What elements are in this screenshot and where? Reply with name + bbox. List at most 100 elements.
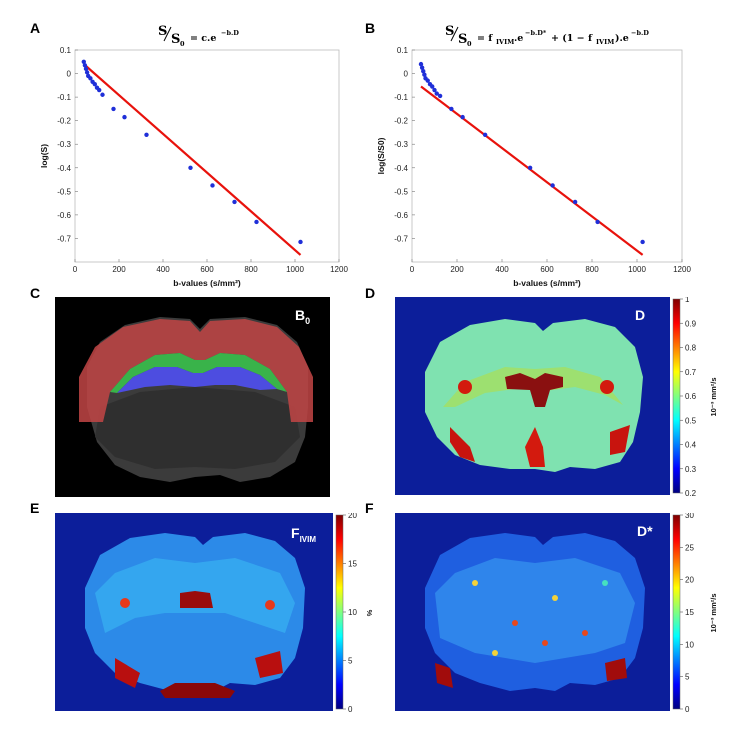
data-point [550, 183, 555, 188]
x-tick-label: 600 [540, 265, 554, 274]
panel-label-e: E [30, 500, 40, 516]
x-tick-label: 800 [244, 265, 258, 274]
y-tick-label: 0.1 [397, 46, 409, 55]
colorbar-tick-label: 25 [685, 543, 694, 552]
y-tick-label: -0.3 [394, 140, 408, 149]
svg-text:IVIM: IVIM [596, 38, 614, 46]
x-axis-label: b-values (s/mm²) [173, 278, 241, 288]
colorbar-tick-label: 0.3 [685, 465, 697, 474]
data-point [122, 114, 127, 120]
colorbar-tick-label: 10 [685, 640, 694, 649]
svg-text:−b.D: −b.D [631, 29, 649, 37]
y-tick-label: 0 [67, 70, 72, 79]
b0-overlay-label: B0 [295, 307, 311, 326]
svg-text:IVIM: IVIM [496, 38, 514, 46]
svg-text:= c.e: = c.e [190, 33, 216, 44]
fivim-map: FIVIM [55, 513, 333, 711]
svg-text:= f: = f [477, 33, 493, 44]
y-tick-label: -0.5 [394, 187, 408, 196]
d-map: D [395, 297, 670, 495]
panel-label-a: A [30, 20, 41, 36]
x-tick-label: 1000 [286, 265, 304, 274]
x-tick-label: 200 [112, 265, 126, 274]
y-tick-label: -0.7 [57, 234, 71, 243]
x-tick-label: 200 [450, 265, 464, 274]
data-point [419, 65, 425, 70]
panel-label-d: D [365, 285, 376, 301]
data-point [434, 91, 439, 96]
data-point [595, 219, 600, 225]
dstar-map: D* [395, 513, 670, 711]
data-point [437, 93, 443, 99]
svg-text:.e: .e [514, 33, 523, 44]
colorbar-f-unit: 10⁻³ mm²/s [709, 594, 718, 633]
x-tick-label: 400 [495, 265, 509, 274]
brain-slice-d [415, 319, 643, 487]
formula-b: S S 0 = f IVIM .e −b.D* + (1 − f IVIM ).… [445, 24, 649, 48]
y-tick-label: 0 [404, 70, 409, 79]
y-tick-label: 0.1 [60, 46, 72, 55]
data-point [144, 132, 149, 137]
data-point [432, 87, 437, 93]
hippocampus-roi [117, 367, 277, 393]
x-tick-label: 400 [156, 265, 170, 274]
y-tick-label: -0.1 [394, 93, 408, 102]
colorbar-tick-label: 0.9 [685, 319, 697, 328]
colorbar-d: 1 0.9 0.8 0.7 0.6 0.5 0.4 0.3 0.2 10⁻³ mm²/s [672, 297, 718, 497]
plot-frame [74, 49, 340, 263]
colorbar-f: 30 25 20 15 10 5 0 10⁻³ mm²/s [672, 513, 718, 713]
cortex-roi [79, 319, 313, 422]
y-tick-label: -0.4 [394, 164, 408, 173]
y-tick-label: -0.7 [394, 234, 408, 243]
fit-line [83, 63, 302, 256]
colorbar-tick-label: 20 [685, 576, 694, 585]
plot-frame [411, 49, 683, 263]
colorbar-e-unit: % [365, 610, 373, 617]
data-point [88, 76, 93, 81]
x-tick-label: 0 [73, 265, 78, 274]
data-point [254, 219, 259, 225]
svg-text:).e: ).e [615, 33, 629, 44]
x-tick-label: 800 [585, 265, 599, 274]
data-point [527, 165, 533, 170]
data-point [100, 92, 105, 97]
colorbar-tick-label: 10 [348, 608, 357, 617]
svg-text:S: S [171, 32, 180, 47]
data-point [111, 106, 116, 112]
x-tick-label: 600 [200, 265, 214, 274]
colorbar-tick-label: 0.8 [685, 344, 697, 353]
x-tick-label: 1000 [628, 265, 646, 274]
x-tick-label: 0 [410, 265, 415, 274]
data-point [298, 239, 303, 245]
colorbar-tick-label: 0.6 [685, 392, 697, 401]
svg-text:+ (1 − f: + (1 − f [551, 33, 593, 44]
colorbar-tick-label: 30 [685, 513, 694, 520]
data-point [82, 63, 88, 68]
y-axis-label: log(S) [40, 144, 49, 168]
y-tick-label: -0.6 [394, 211, 408, 220]
y-tick-label: -0.5 [57, 187, 71, 196]
x-tick-label: 1200 [673, 265, 691, 274]
y-tick-label: -0.3 [57, 140, 71, 149]
data-point [422, 72, 427, 77]
colorbar-e-ticks: 20 15 10 5 0 [343, 513, 357, 713]
plot-area-b: 0 200 400 600 800 1000 1200 0.1 0 -0.1 -0.2 -0.3 -0.… [376, 46, 691, 288]
fit-line [420, 85, 644, 256]
data-point [92, 81, 97, 87]
colorbar-tick-label: 0.2 [685, 489, 697, 497]
data-point [572, 199, 578, 205]
svg-text:−b.D: −b.D [221, 29, 239, 37]
svg-text:0: 0 [180, 40, 185, 48]
x-tick-label: 1200 [330, 265, 348, 274]
y-tick-label: -0.4 [57, 164, 71, 173]
y-tick-label: -0.1 [57, 93, 71, 102]
svg-text:S: S [458, 32, 467, 47]
colorbar-tick-label: 20 [348, 513, 357, 520]
colorbar-tick-label: 5 [685, 673, 690, 682]
data-point [421, 69, 426, 74]
y-tick-label: -0.2 [57, 117, 71, 126]
data-point [482, 132, 488, 137]
data-point [430, 84, 435, 89]
brain-slice-fivim [85, 533, 305, 698]
data-point [84, 70, 90, 75]
